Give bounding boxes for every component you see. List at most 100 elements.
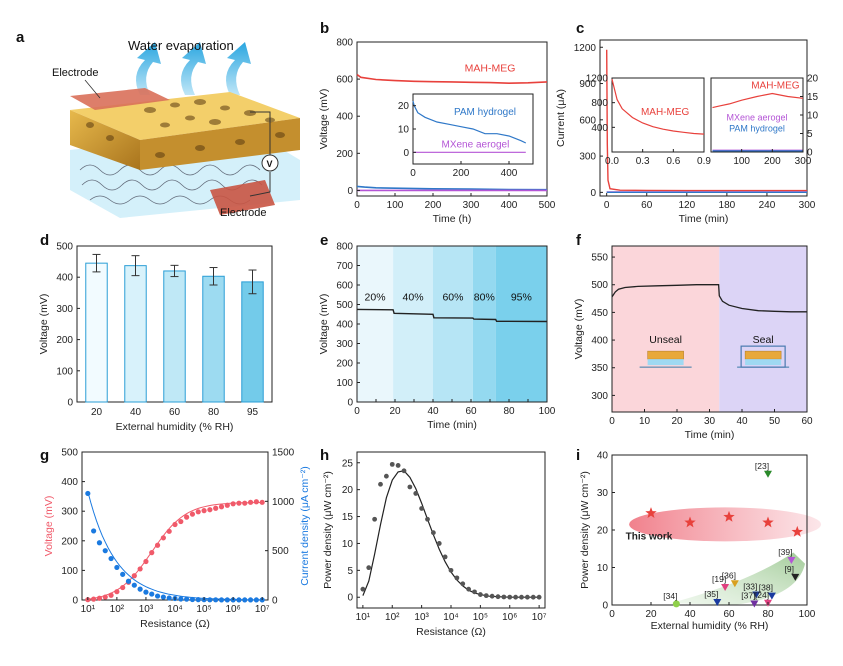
panel-c-y-tick-label: 1200 (574, 43, 597, 54)
inset-right-label-mxene: MXene aerogel (726, 113, 787, 123)
panel-c-inset-right-y-tick-label: 0 (807, 148, 813, 159)
panel-f-y-tick-label: 300 (591, 391, 608, 402)
this-work-star (645, 507, 657, 518)
reference-label: [9] (785, 564, 794, 574)
current-density-point (96, 540, 103, 546)
panel-b-x-tick-label: 0 (354, 200, 360, 211)
region-label-seal: Seal (753, 334, 774, 346)
power-density-point (454, 575, 460, 581)
panel-d-y-tick-label: 300 (56, 304, 73, 315)
panel-a-schematic: Water evaporation Electrode Electrode V (52, 38, 300, 219)
voltage-point (114, 589, 120, 595)
series-pam-hydrogel (356, 185, 548, 191)
panel-f-y-tick-label: 350 (591, 363, 608, 374)
this-work-star (684, 516, 696, 528)
humidity-band-95% (495, 246, 547, 402)
panel-b-inset-x-tick-label: 200 (453, 168, 470, 179)
voltage-point (184, 514, 190, 520)
reference-marker (750, 600, 759, 608)
panel-h-y-tick-label: 0 (347, 593, 353, 604)
panel-c-x-tick-label: 300 (799, 200, 816, 211)
panel-label-g: g (40, 447, 49, 464)
panel-i-y-tick-label: 10 (597, 563, 609, 574)
panel-label-f: f (576, 232, 582, 249)
water-evaporation-label: Water evaporation (128, 38, 234, 53)
reference-marker (764, 470, 772, 478)
panel-label-h: h (320, 447, 329, 464)
power-density-point (501, 594, 507, 600)
current-density-point (247, 597, 254, 603)
panel-f-x-tick-label: 20 (671, 416, 683, 427)
voltage-point (160, 535, 166, 541)
power-density-point (483, 593, 489, 599)
this-work-star (762, 516, 774, 528)
panel-e-y-tick-label: 200 (336, 359, 353, 370)
panel-h-chart: 10¹ 10² 10³ 10⁴ 10⁵ 10⁶ 10⁷ 0 5 10 15 20 25 Resistanc… (322, 451, 547, 638)
bar-80 (202, 275, 225, 403)
voltage-point (213, 505, 219, 511)
current-density-point (213, 597, 219, 603)
current-density-point (189, 596, 196, 603)
panel-d-y-tick-label: 400 (56, 273, 73, 284)
panel-i-x-tick-label: 100 (799, 609, 816, 620)
panel-h-x-tick-label: 10⁴ (443, 612, 458, 623)
reference-label: [23] (755, 461, 769, 471)
panel-c-inset-left-x-tick-label: 0.9 (697, 156, 711, 167)
panel-g-y2-tick-label: 0 (272, 596, 278, 607)
panel-e-y-tick-label: 700 (336, 261, 353, 272)
panel-label-e: e (320, 232, 328, 249)
panel-h-y-tick-label: 10 (342, 539, 354, 550)
panel-i-x-tick-label: 0 (609, 609, 615, 620)
voltage-point (218, 504, 225, 510)
circuit-wire (250, 111, 271, 155)
voltage-point (178, 518, 184, 525)
panel-g-y-tick-label: 400 (61, 477, 78, 488)
voltage-point (201, 508, 207, 514)
power-density-point (401, 468, 407, 474)
panel-e-y-tick-label: 400 (336, 320, 353, 331)
panel-c-x-tick-label: 0 (604, 200, 610, 211)
panel-d-y-tick-label: 0 (67, 398, 73, 409)
panel-c-inset-left-frame (611, 77, 705, 153)
this-work-label: This work (626, 531, 673, 542)
humidity-band-80% (472, 246, 496, 402)
panel-g-y-label: Voltage (mV) (43, 496, 55, 557)
panel-i-chart: This work [23] [39] [9] [36][19] [33] [38] [34]… (579, 451, 822, 632)
panel-h-y-label: Power density (μW cm⁻²) (322, 471, 334, 589)
panel-c-inset-left-x-tick-label: 0.6 (666, 156, 680, 167)
category-label-95: 95 (247, 407, 259, 418)
panel-c-inset-right-y-tick-label: 10 (807, 111, 819, 122)
panel-g-y2-label: Current density (μA cm⁻²) (299, 466, 311, 586)
this-work-region (629, 507, 822, 542)
category-label-80: 80 (208, 407, 220, 418)
panel-h-x-tick-label: 10⁵ (473, 612, 488, 623)
this-work-star (791, 525, 803, 537)
panel-f-x-tick-label: 0 (609, 416, 615, 427)
voltage-point (102, 594, 108, 600)
panel-d-y-tick-label: 200 (56, 335, 73, 346)
current-density-point (236, 597, 242, 603)
current-density-point (195, 597, 201, 603)
panel-f-y-tick-label: 550 (591, 253, 608, 264)
voltage-point (242, 500, 248, 506)
region-seal (719, 246, 807, 412)
panel-d-x-label: External humidity (% RH) (116, 421, 234, 433)
bar-95 (241, 281, 264, 403)
panel-b-inset-y-tick-label: 20 (398, 101, 410, 112)
current-fit (87, 491, 263, 601)
panel-e-y-label: Voltage (mV) (318, 294, 330, 355)
panel-g-x-tick-label: 10³ (139, 604, 154, 615)
panel-h-x-tick-label: 10³ (414, 612, 429, 623)
humidity-label-95%: 95% (511, 292, 532, 304)
panel-b-frame (356, 41, 548, 197)
panel-b-x-tick-label: 200 (425, 200, 442, 211)
current-density-point (91, 528, 97, 534)
panel-b-inset-x-tick-label: 400 (501, 168, 518, 179)
panel-d-y-tick-label: 100 (56, 366, 73, 377)
panel-c-inset-right-y-tick-label: 15 (807, 92, 819, 103)
panel-d-y-label: Voltage (mV) (38, 294, 50, 355)
top-electrode (70, 88, 170, 110)
panel-g-y2-tick-label: 1500 (272, 448, 295, 459)
panel-e-y-tick-label: 300 (336, 339, 353, 350)
voltage-point (224, 502, 230, 508)
